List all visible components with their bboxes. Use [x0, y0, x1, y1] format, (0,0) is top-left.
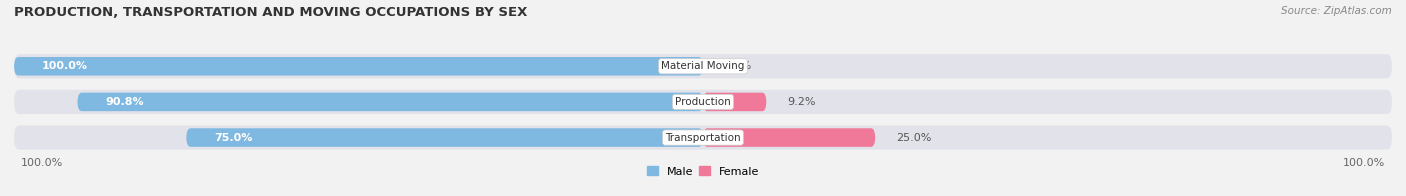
Text: 90.8%: 90.8%	[105, 97, 143, 107]
FancyBboxPatch shape	[703, 93, 766, 111]
Text: 9.2%: 9.2%	[787, 97, 815, 107]
Text: Transportation: Transportation	[665, 132, 741, 142]
Text: Material Moving: Material Moving	[661, 61, 745, 71]
Text: 25.0%: 25.0%	[896, 132, 931, 142]
Legend: Male, Female: Male, Female	[643, 162, 763, 181]
Text: 75.0%: 75.0%	[214, 132, 252, 142]
FancyBboxPatch shape	[703, 128, 876, 147]
FancyBboxPatch shape	[14, 54, 1392, 78]
FancyBboxPatch shape	[14, 125, 1392, 150]
Text: 100.0%: 100.0%	[42, 61, 87, 71]
Text: 100.0%: 100.0%	[1343, 158, 1385, 168]
Text: PRODUCTION, TRANSPORTATION AND MOVING OCCUPATIONS BY SEX: PRODUCTION, TRANSPORTATION AND MOVING OC…	[14, 6, 527, 19]
Text: Production: Production	[675, 97, 731, 107]
Text: 0.0%: 0.0%	[724, 61, 752, 71]
FancyBboxPatch shape	[186, 128, 703, 147]
Text: 100.0%: 100.0%	[21, 158, 63, 168]
Text: Source: ZipAtlas.com: Source: ZipAtlas.com	[1281, 6, 1392, 16]
FancyBboxPatch shape	[14, 57, 703, 75]
FancyBboxPatch shape	[14, 90, 1392, 114]
FancyBboxPatch shape	[77, 93, 703, 111]
